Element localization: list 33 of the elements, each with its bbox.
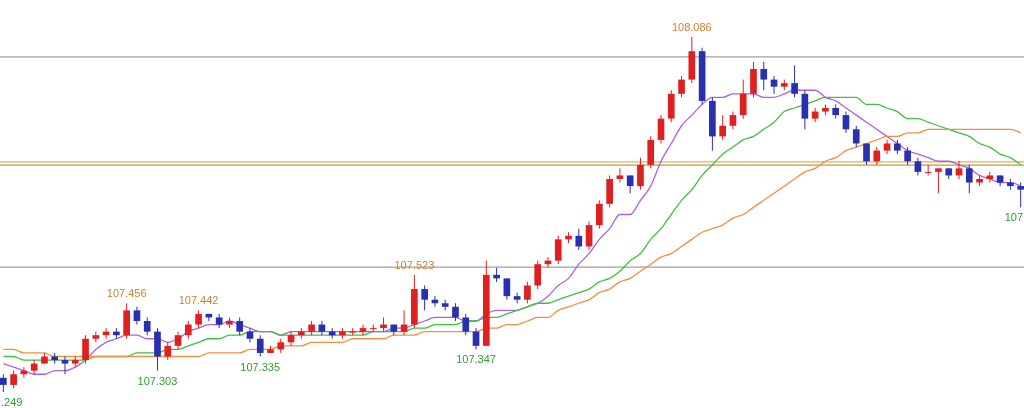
candlestick (1017, 182, 1024, 208)
candlestick (852, 125, 860, 148)
candlestick (61, 356, 69, 375)
candlestick (965, 164, 973, 194)
candlestick (678, 75, 685, 98)
candlestick (359, 324, 367, 336)
candlestick (935, 167, 942, 194)
text: .249 (1, 396, 23, 408)
text: 107.335 (240, 360, 281, 373)
text: 107.442 (178, 294, 219, 307)
candlestick (575, 228, 583, 251)
candlestick (534, 260, 542, 290)
candlestick (596, 199, 603, 230)
candlestick (554, 235, 562, 265)
candlestick (503, 277, 511, 301)
text: 107 (1004, 211, 1023, 224)
candlestick (513, 292, 521, 304)
candlestick (421, 285, 428, 311)
candlestick (462, 313, 470, 336)
text: 107.523 (394, 258, 435, 271)
text: 107.456 (106, 287, 147, 300)
candlestick (760, 61, 768, 91)
candlestick (719, 114, 726, 141)
candlestick (524, 281, 531, 304)
candlestick (739, 79, 747, 120)
candlestick (256, 334, 264, 357)
candlestick (616, 167, 624, 184)
candlestick (791, 64, 798, 98)
text: 107.347 (456, 353, 496, 366)
candlestick (82, 334, 89, 365)
text: 108.086 (671, 21, 712, 33)
candlestick (637, 157, 644, 191)
text: 107.303 (137, 374, 178, 387)
